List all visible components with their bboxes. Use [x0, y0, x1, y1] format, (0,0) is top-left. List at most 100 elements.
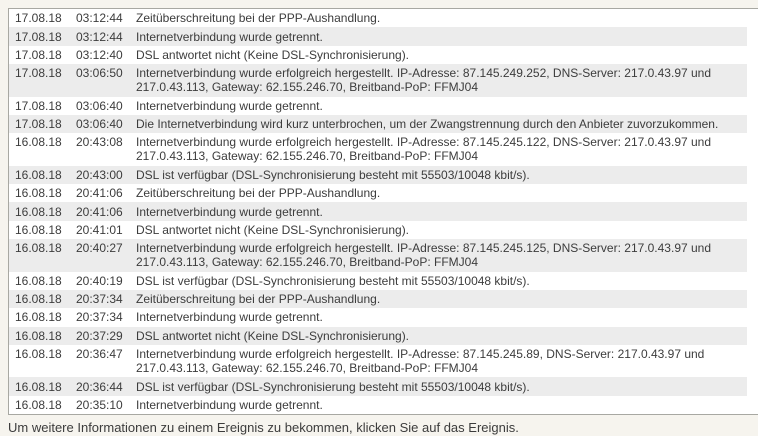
- log-row[interactable]: 16.08.18 20:35:10 Internetverbindung wurde…: [9, 396, 747, 414]
- event-date: 17.08.18: [15, 66, 62, 81]
- event-date: 16.08.18: [15, 379, 62, 394]
- log-row[interactable]: 16.08.18 20:40:19 DSL ist verfügbar (DSL-S…: [9, 272, 747, 290]
- event-time: 20:37:29: [76, 328, 123, 343]
- event-message-line: Internetverbindung wurde erfolgreich her…: [136, 347, 705, 362]
- event-message-line: DSL ist verfügbar (DSL-Synchronisierung …: [136, 379, 530, 394]
- event-date: 16.08.18: [15, 292, 62, 307]
- event-time: 20:41:01: [76, 222, 123, 237]
- event-date: 16.08.18: [15, 273, 62, 288]
- event-date: 16.08.18: [15, 328, 62, 343]
- event-time: 20:37:34: [76, 310, 123, 325]
- event-time: 20:41:06: [76, 186, 123, 201]
- event-message-line: 217.0.43.113, Gateway: 62.155.246.70, Br…: [136, 149, 478, 164]
- event-message-line: Internetverbindung wurde getrennt.: [136, 310, 323, 325]
- event-time: 20:40:19: [76, 273, 123, 288]
- log-row[interactable]: 16.08.18 20:41:01 DSL antwortet nicht (Kei…: [9, 221, 747, 239]
- event-message: Internetverbindung wurde erfolgreich her…: [136, 347, 747, 375]
- event-time: 03:06:40: [76, 117, 123, 132]
- event-message: Zeitüberschreitung bei der PPP-Aushandlu…: [136, 186, 747, 200]
- log-row[interactable]: 16.08.18 20:36:47 Internetverbindung wurde…: [9, 345, 747, 377]
- event-message: Zeitüberschreitung bei der PPP-Aushandlu…: [136, 11, 747, 25]
- event-message-line: Zeitüberschreitung bei der PPP-Aushandlu…: [136, 292, 381, 307]
- event-date: 16.08.18: [15, 204, 62, 219]
- log-row[interactable]: 16.08.18 20:43:08 Internetverbindung wurde…: [9, 133, 747, 165]
- event-date: 16.08.18: [15, 310, 62, 325]
- event-log-table: 17.08.18 03:12:44 Zeitüberschreitung bei d…: [8, 8, 758, 416]
- event-message-line: Internetverbindung wurde getrennt.: [136, 29, 323, 44]
- event-message-line: Internetverbindung wurde getrennt.: [136, 98, 323, 113]
- event-time: 03:12:44: [76, 29, 123, 44]
- event-message-line: DSL antwortet nicht (Keine DSL-Synchroni…: [136, 328, 410, 343]
- event-date: 17.08.18: [15, 98, 62, 113]
- event-date: 16.08.18: [15, 347, 62, 362]
- event-message: Zeitüberschreitung bei der PPP-Aushandlu…: [136, 292, 747, 306]
- event-message-line: Internetverbindung wurde erfolgreich her…: [136, 135, 712, 150]
- log-row[interactable]: 17.08.18 03:06:40 Internetverbindung wurde…: [9, 97, 747, 115]
- event-time: 03:06:40: [76, 98, 123, 113]
- event-message: DSL ist verfügbar (DSL-Synchronisierung …: [136, 168, 747, 182]
- event-date: 17.08.18: [15, 47, 62, 62]
- event-message: DSL ist verfügbar (DSL-Synchronisierung …: [136, 274, 747, 288]
- event-message: DSL antwortet nicht (Keine DSL-Synchroni…: [136, 223, 747, 237]
- event-message: Die Internetverbindung wird kurz unterbr…: [136, 117, 747, 131]
- event-message: DSL ist verfügbar (DSL-Synchronisierung …: [136, 380, 747, 394]
- event-date: 16.08.18: [15, 397, 62, 412]
- log-row[interactable]: 16.08.18 20:40:27 Internetverbindung wurde…: [9, 239, 747, 272]
- event-time: 20:37:34: [76, 292, 123, 307]
- log-row[interactable]: 17.08.18 03:12:44 Zeitüberschreitung bei d…: [9, 9, 747, 27]
- event-date: 17.08.18: [15, 117, 62, 132]
- event-date: 17.08.18: [15, 11, 62, 26]
- event-message-line: Zeitüberschreitung bei der PPP-Aushandlu…: [136, 186, 381, 201]
- log-row[interactable]: 16.08.18 20:41:06 Zeitüberschreitung bei d…: [9, 184, 747, 202]
- event-message-line: DSL antwortet nicht (Keine DSL-Synchroni…: [136, 47, 410, 62]
- event-message-line: Internetverbindung wurde erfolgreich her…: [136, 66, 712, 81]
- event-date: 16.08.18: [15, 222, 62, 237]
- event-message-line: 217.0.43.113, Gateway: 62.155.246.70, Br…: [136, 255, 478, 270]
- event-message: Internetverbindung wurde getrennt.: [136, 30, 747, 44]
- event-message-line: 217.0.43.113, Gateway: 62.155.246.70, Br…: [136, 80, 478, 95]
- event-date: 16.08.18: [15, 186, 62, 201]
- event-message: Internetverbindung wurde erfolgreich her…: [136, 135, 747, 163]
- log-row[interactable]: 16.08.18 20:37:34 Internetverbindung wurde…: [9, 308, 747, 326]
- event-date: 16.08.18: [15, 167, 62, 182]
- event-message-line: Zeitüberschreitung bei der PPP-Aushandlu…: [136, 11, 381, 26]
- event-message: Internetverbindung wurde getrennt.: [136, 398, 747, 412]
- event-message-line: Internetverbindung wurde getrennt.: [136, 397, 323, 412]
- event-time: 03:12:44: [76, 11, 123, 26]
- event-date: 17.08.18: [15, 29, 62, 44]
- event-message-line: DSL ist verfügbar (DSL-Synchronisierung …: [136, 167, 530, 182]
- event-time: 20:35:10: [76, 397, 123, 412]
- log-row[interactable]: 17.08.18 03:12:40 DSL antwortet nicht (Kei…: [9, 46, 747, 64]
- log-row[interactable]: 16.08.18 20:43:00 DSL ist verfügbar (DSL-S…: [9, 165, 747, 184]
- event-time: 20:36:47: [76, 347, 123, 362]
- event-date: 16.08.18: [15, 241, 62, 256]
- log-row[interactable]: 17.08.18 03:06:50 Internetverbindung wurde…: [9, 64, 747, 97]
- event-message: Internetverbindung wurde erfolgreich her…: [136, 241, 747, 269]
- event-message: Internetverbindung wurde getrennt.: [136, 205, 747, 219]
- event-time: 20:43:08: [76, 135, 123, 150]
- log-row[interactable]: 16.08.18 20:37:34 Zeitüberschreitung bei d…: [9, 289, 747, 309]
- event-time: 03:12:40: [76, 47, 123, 62]
- event-message: Internetverbindung wurde erfolgreich her…: [136, 66, 747, 94]
- event-message: DSL antwortet nicht (Keine DSL-Synchroni…: [136, 48, 747, 62]
- event-message-line: DSL antwortet nicht (Keine DSL-Synchroni…: [136, 222, 410, 237]
- event-message-line: DSL ist verfügbar (DSL-Synchronisierung …: [136, 273, 530, 288]
- event-time: 03:06:50: [76, 66, 123, 81]
- event-message-line: Internetverbindung wurde getrennt.: [136, 204, 323, 219]
- log-row[interactable]: 16.08.18 20:41:06 Internetverbindung wurde…: [9, 202, 747, 221]
- event-time: 20:36:44: [76, 379, 123, 394]
- event-message: Internetverbindung wurde getrennt.: [136, 310, 747, 324]
- event-message-line: 217.0.43.113, Gateway: 62.155.246.70, Br…: [136, 361, 478, 376]
- event-message-line: Die Internetverbindung wird kurz unterbr…: [136, 117, 719, 132]
- log-row[interactable]: 16.08.18 20:36:44 DSL ist verfügbar (DSL-S…: [9, 377, 747, 396]
- event-time: 20:43:00: [76, 167, 123, 182]
- event-log-rows: 17.08.18 03:12:44 Zeitüberschreitung bei d…: [9, 9, 747, 414]
- log-row[interactable]: 17.08.18 03:12:44 Internetverbindung wurde…: [9, 27, 747, 46]
- log-row[interactable]: 16.08.18 20:37:29 DSL antwortet nicht (Kei…: [9, 326, 747, 345]
- event-date: 16.08.18: [15, 135, 62, 150]
- event-time: 20:41:06: [76, 204, 123, 219]
- event-time: 20:40:27: [76, 241, 123, 256]
- event-message: Internetverbindung wurde getrennt.: [136, 99, 747, 113]
- log-row[interactable]: 17.08.18 03:06:40 Die Internetverbindung w…: [9, 114, 747, 134]
- event-message: DSL antwortet nicht (Keine DSL-Synchroni…: [136, 329, 747, 343]
